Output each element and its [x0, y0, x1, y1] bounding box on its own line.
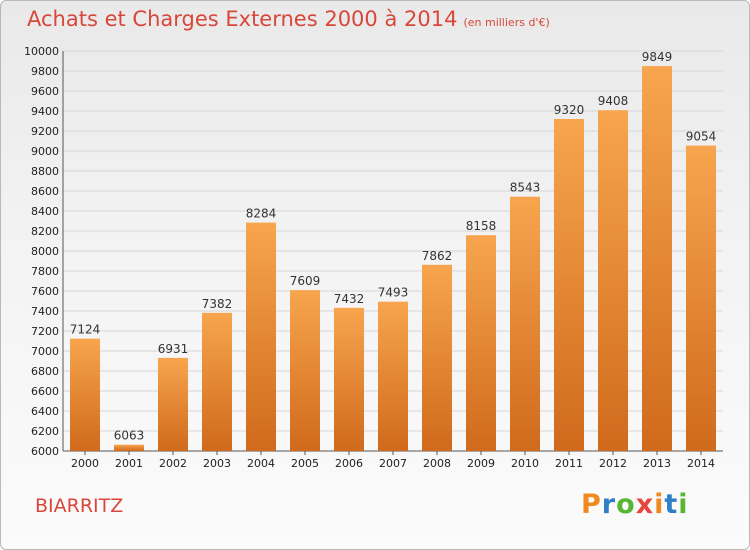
y-tick-label: 6200: [31, 425, 59, 438]
y-tick-label: 7800: [31, 265, 59, 278]
logo-letter: x: [635, 489, 655, 520]
x-tick-label: 2000: [71, 457, 99, 470]
bar-value-label: 9054: [686, 130, 717, 144]
y-tick-label: 6000: [31, 445, 59, 458]
bar: [510, 196, 540, 451]
y-tick-label: 7000: [31, 345, 59, 358]
bar: [70, 338, 100, 451]
y-tick-label: 8400: [31, 205, 59, 218]
x-tick-label: 2002: [159, 457, 187, 470]
chart-unit: (en milliers d'€): [463, 16, 550, 29]
bar-value-label: 6931: [158, 342, 189, 356]
y-tick-label: 6400: [31, 405, 59, 418]
y-tick-label: 9600: [31, 85, 59, 98]
y-tick-label: 8000: [31, 245, 59, 258]
x-tick-label: 2005: [291, 457, 319, 470]
x-tick-label: 2004: [247, 457, 275, 470]
bar-value-label: 8543: [510, 181, 541, 195]
bar: [642, 66, 672, 451]
bar-value-label: 9408: [598, 94, 629, 108]
y-tick-label: 7400: [31, 305, 59, 318]
x-tick-label: 2009: [467, 457, 495, 470]
y-tick-label: 8600: [31, 185, 59, 198]
y-tick-label: 9400: [31, 105, 59, 118]
bar: [378, 301, 408, 451]
y-tick-label: 8200: [31, 225, 59, 238]
commune-name: BIARRITZ: [35, 495, 124, 517]
bar-value-label: 6063: [114, 429, 145, 443]
bar: [422, 264, 452, 451]
y-tick-label: 7600: [31, 285, 59, 298]
y-tick-label: 6800: [31, 365, 59, 378]
bar-value-label: 9320: [554, 103, 585, 117]
bar: [334, 307, 364, 451]
bar-value-label: 7493: [378, 286, 409, 300]
bar: [202, 312, 232, 451]
logo-letter: r: [601, 489, 617, 520]
chart-title-text: Achats et Charges Externes 2000 à 2014: [27, 7, 458, 31]
bar-value-label: 7382: [202, 297, 233, 311]
bar: [246, 222, 276, 451]
bar-value-label: 8158: [466, 219, 497, 233]
bar-value-label: 7124: [70, 323, 101, 337]
bar: [114, 444, 144, 451]
bar-value-label: 7862: [422, 249, 453, 263]
value-labels: 7124 6063 6931 7382 8284 7609 7432 7493 7862 8158…: [70, 50, 717, 443]
x-tick-label: 2003: [203, 457, 231, 470]
x-tick-label: 2012: [599, 457, 627, 470]
bar-value-label: 8284: [246, 207, 277, 221]
x-tick-label: 2010: [511, 457, 539, 470]
x-tick-label: 2007: [379, 457, 407, 470]
x-tick-label: 2008: [423, 457, 451, 470]
bars: [70, 66, 716, 451]
bar: [554, 119, 584, 451]
bar-value-label: 9849: [642, 50, 673, 64]
bar: [686, 145, 716, 451]
x-tick-label: 2013: [643, 457, 671, 470]
bar-value-label: 7609: [290, 274, 321, 288]
bar: [598, 110, 628, 451]
logo-letter: t: [664, 489, 679, 520]
x-tick-label: 2014: [687, 457, 715, 470]
chart-title: Achats et Charges Externes 2000 à 2014 (e…: [27, 7, 550, 31]
y-tick-label: 8800: [31, 165, 59, 178]
bar: [290, 290, 320, 451]
y-tick-label: 10000: [24, 45, 59, 58]
logo-letter: P: [581, 489, 602, 520]
y-tick-label: 9200: [31, 125, 59, 138]
x-tick-label: 2001: [115, 457, 143, 470]
y-tick-label: 6600: [31, 385, 59, 398]
x-tick-label: 2006: [335, 457, 363, 470]
logo-letter: o: [616, 489, 636, 520]
bar: [158, 357, 188, 451]
bar-value-label: 7432: [334, 292, 365, 306]
y-tick-label: 9000: [31, 145, 59, 158]
bar: [466, 235, 496, 451]
x-tick-label: 2011: [555, 457, 583, 470]
proxiti-logo: Proxiti: [581, 489, 689, 520]
axes: 6000 6200 6400 6600 6800 7000 7200 7400 7600 7800…: [24, 45, 723, 470]
logo-letter: i: [654, 489, 665, 520]
y-tick-label: 7200: [31, 325, 59, 338]
y-tick-label: 9800: [31, 65, 59, 78]
logo-letter: i: [678, 489, 689, 520]
